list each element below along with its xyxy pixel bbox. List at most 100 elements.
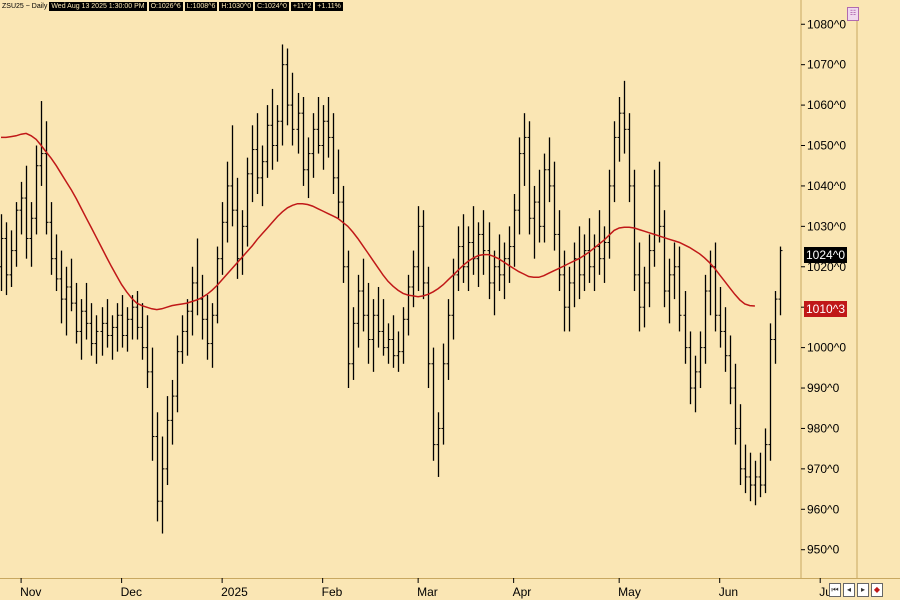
y-tick-label: 960^0	[807, 502, 840, 516]
ohlc-bar	[140, 303, 145, 360]
ohlc-bar	[4, 222, 9, 296]
ohlc-bar	[738, 404, 743, 486]
ohlc-bar	[255, 113, 260, 195]
ohlc-bar	[406, 274, 411, 336]
ohlc-bar	[285, 48, 290, 126]
ohlc-bar	[270, 88, 275, 170]
next-icon[interactable]: ▸	[857, 583, 869, 597]
y-tick-label: 1030^0	[807, 219, 846, 233]
ohlc-bar	[667, 258, 672, 324]
ohlc-bar	[376, 286, 381, 348]
ohlc-bar	[728, 335, 733, 405]
ohlc-bar	[698, 331, 703, 389]
ohlc-bar	[703, 274, 708, 364]
ma-price-tag: 1010^3	[804, 301, 847, 317]
ohlc-bar	[768, 323, 773, 461]
ohlc-bar	[54, 234, 59, 292]
ohlc-bar	[120, 295, 125, 348]
ohlc-bar	[39, 101, 44, 186]
datetime-readout: Wed Aug 13 2025 1:30:00 PM	[49, 2, 147, 11]
diamond-icon[interactable]: ◆	[871, 583, 883, 597]
ohlc-bar	[0, 214, 4, 292]
ohlc-bar	[547, 137, 552, 203]
first-icon[interactable]: ⏮	[829, 583, 841, 597]
ohlc-bar	[733, 363, 738, 445]
prev-icon[interactable]: ◂	[843, 583, 855, 597]
ohlc-bar	[612, 121, 617, 203]
ohlc-bar	[396, 331, 401, 372]
ohlc-bar	[386, 323, 391, 364]
ohlc-bar	[49, 202, 54, 275]
ohlc-bar	[110, 315, 115, 360]
ohlc-bar	[657, 161, 662, 243]
ohlc-bar	[265, 105, 270, 178]
ohlc-bar	[597, 210, 602, 275]
ohlc-bar	[426, 266, 431, 389]
y-tick-label: 1020^0	[807, 260, 846, 274]
ohlc-bar	[461, 214, 466, 283]
ohlc-bar	[753, 460, 758, 506]
ohlc-bar	[507, 226, 512, 283]
ohlc-bar	[210, 303, 215, 368]
ohlc-bar	[421, 210, 426, 300]
ohlc-bar	[180, 315, 185, 364]
change-readout: +11^2	[290, 2, 314, 11]
ohlc-bar	[497, 234, 502, 292]
ohlc-bar	[175, 335, 180, 413]
ohlc-bar	[647, 234, 652, 308]
ohlc-bar	[537, 169, 542, 243]
ohlc-bar	[260, 145, 265, 207]
ohlc-bar	[105, 299, 110, 348]
ohlc-bar	[84, 282, 89, 340]
open-readout: O:1026^6	[148, 2, 183, 11]
ohlc-bar	[763, 428, 768, 494]
ohlc-bar	[517, 137, 522, 235]
ohlc-bar	[587, 218, 592, 283]
ohlc-bar	[662, 210, 667, 308]
y-tick-label: 990^0	[807, 381, 840, 395]
y-tick-label: 970^0	[807, 462, 840, 476]
ohlc-bar	[527, 121, 532, 235]
y-tick-label: 1070^0	[807, 58, 846, 72]
ohlc-bar	[652, 169, 657, 267]
grid-icon[interactable]: ☷	[847, 7, 859, 21]
ohlc-bar	[451, 258, 456, 340]
ohlc-bar	[778, 246, 783, 316]
ohlc-bar	[411, 250, 416, 308]
ohlc-bar	[290, 72, 295, 146]
ohlc-bar	[391, 315, 396, 368]
ohlc-bar	[200, 274, 205, 340]
ohlc-bar	[100, 307, 105, 356]
ohlc-bar	[34, 145, 39, 235]
ohlc-bar	[562, 250, 567, 332]
high-readout: H:1030^0	[219, 2, 254, 11]
ohlc-bar	[381, 299, 386, 356]
ohlc-bar	[456, 226, 461, 292]
ohlc-bar	[552, 161, 557, 251]
ohlc-bar	[130, 295, 135, 340]
ohlc-bar	[44, 121, 49, 235]
ohlc-bar	[758, 452, 763, 498]
ohlc-bar	[225, 161, 230, 243]
ohlc-bar	[632, 169, 637, 292]
ohlc-bar	[708, 250, 713, 316]
ohlc-bar	[466, 226, 471, 292]
ohlc-bar	[79, 299, 84, 360]
symbol-label: ZSU25 ~ Daily	[2, 3, 48, 10]
moving-average-line	[1, 132, 755, 311]
ohlc-bar	[230, 125, 235, 227]
ohlc-bar	[155, 412, 160, 522]
ohlc-bar	[617, 97, 622, 162]
ohlc-bar	[683, 291, 688, 364]
ohlc-bar	[346, 250, 351, 389]
x-tick-label: Jun	[719, 585, 738, 599]
ohlc-bar	[165, 396, 170, 486]
ohlc-bar	[532, 185, 537, 259]
x-tick-label: Dec	[121, 585, 142, 599]
close-readout: C:1024^0	[255, 2, 289, 11]
y-tick-label: 1060^0	[807, 98, 846, 112]
x-tick-label: Nov	[20, 585, 41, 599]
ohlc-bar	[572, 242, 577, 308]
ohlc-bar	[748, 452, 753, 502]
